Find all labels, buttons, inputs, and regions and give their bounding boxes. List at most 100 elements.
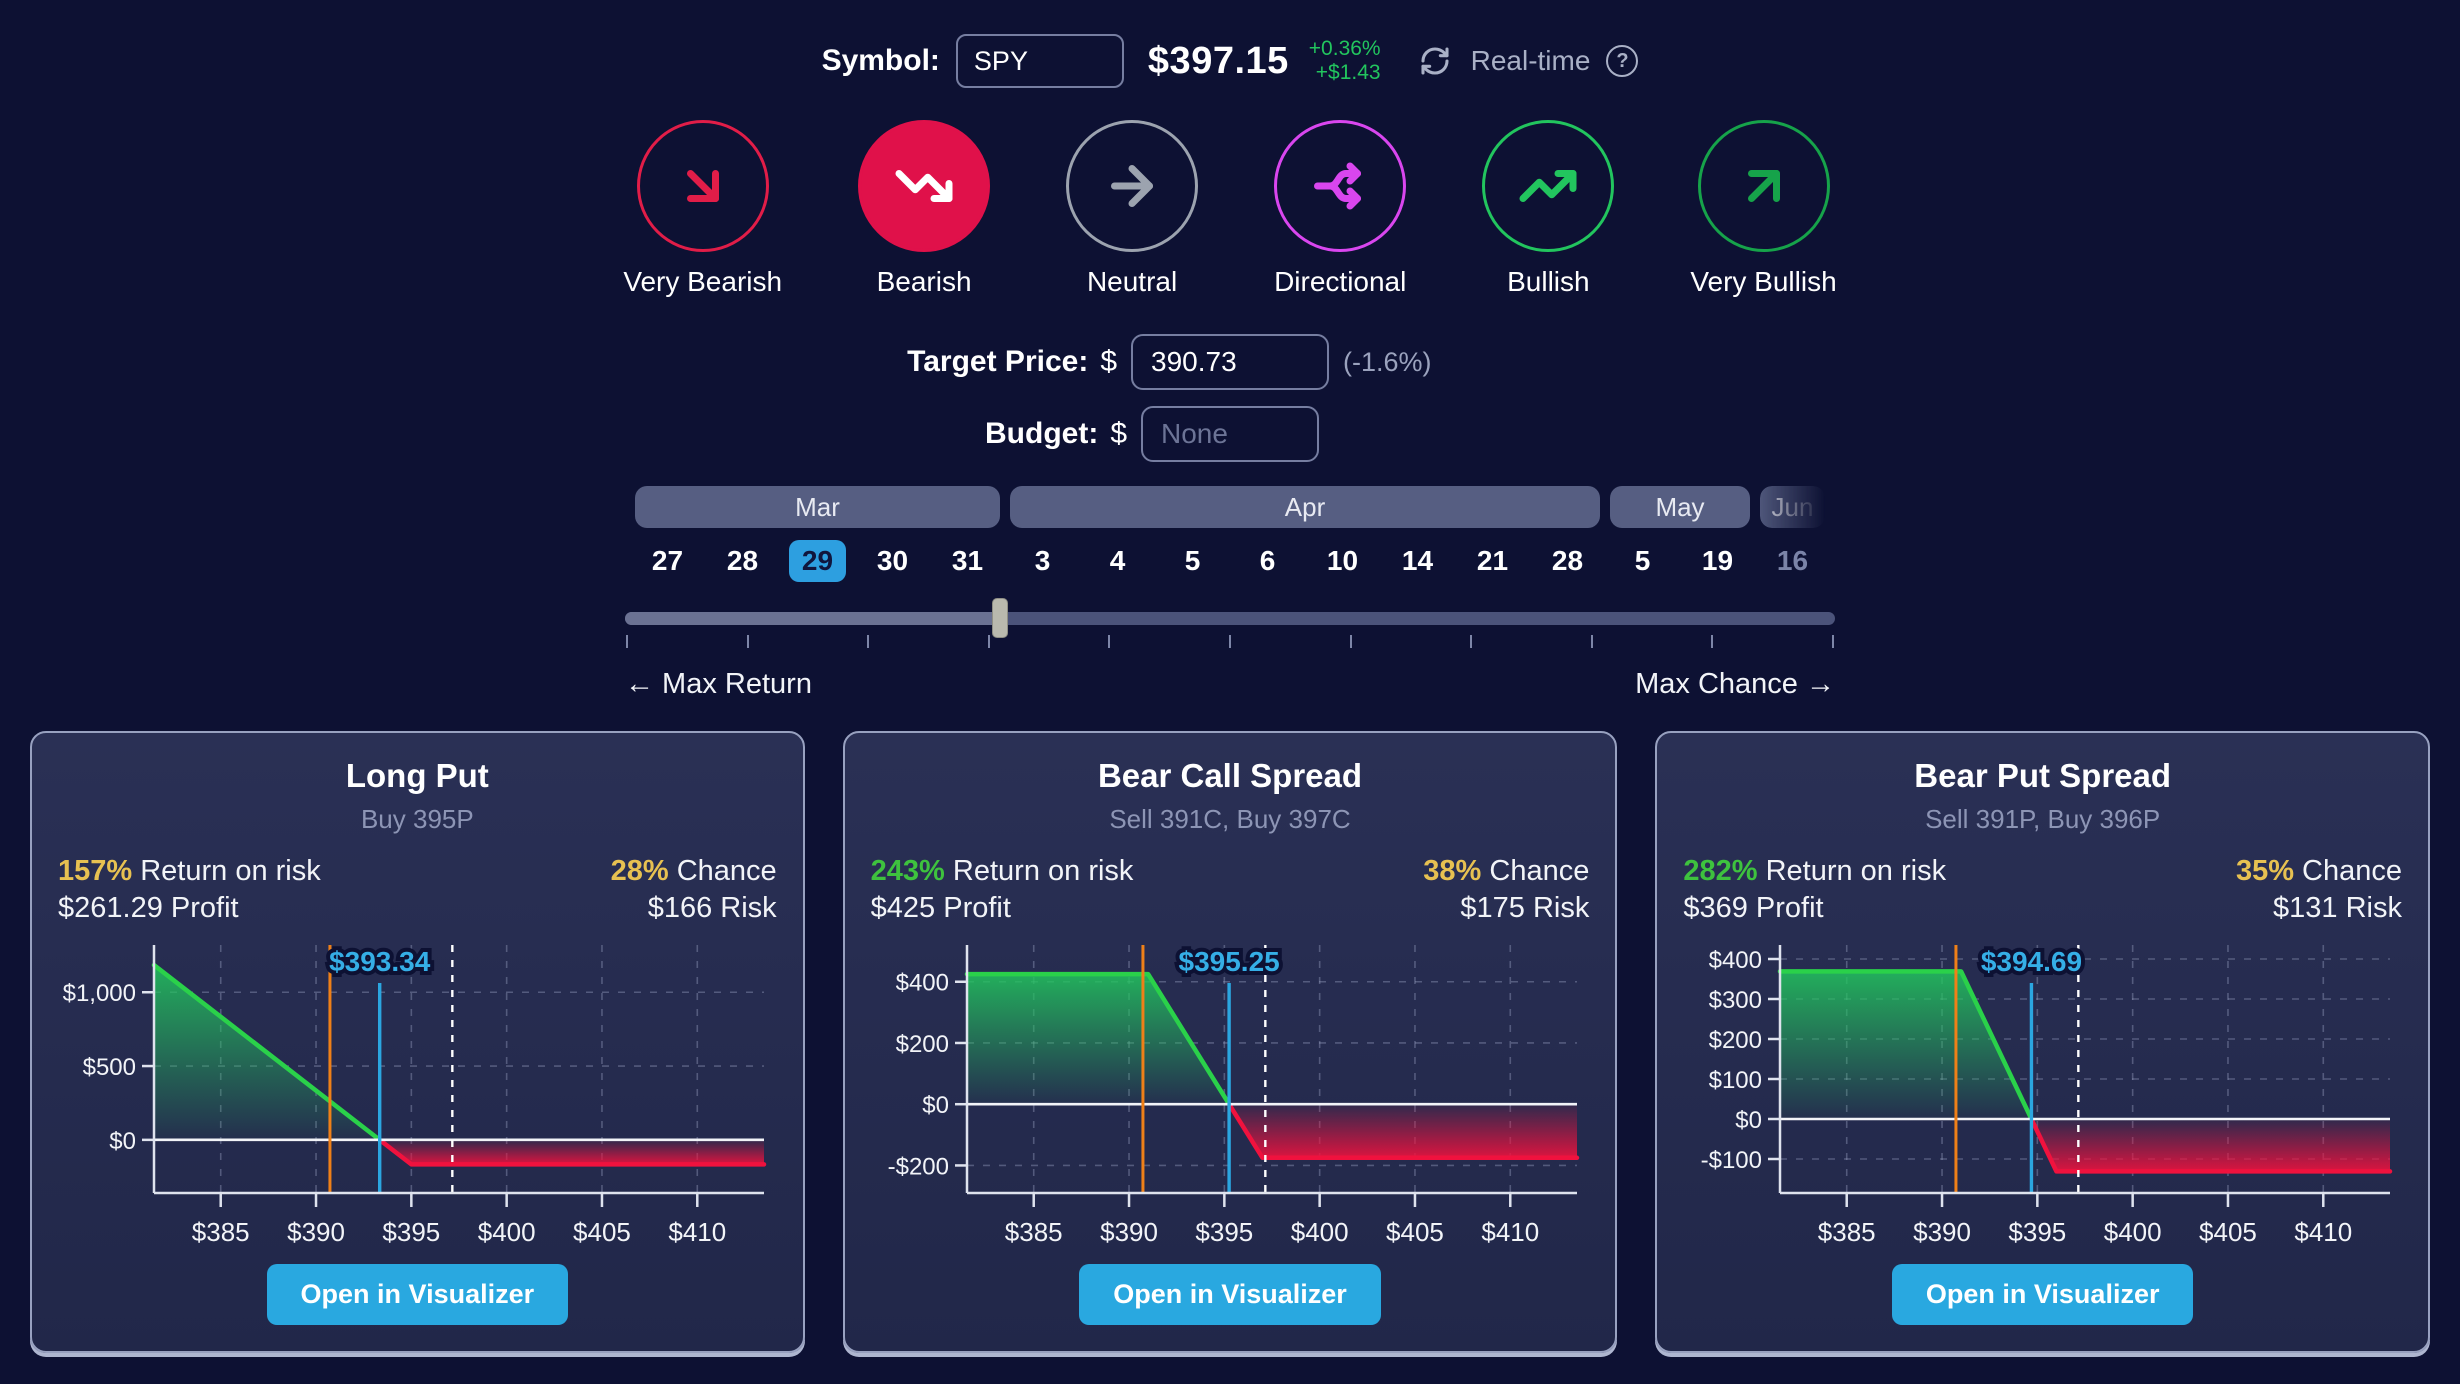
month-mar[interactable]: Mar — [635, 486, 1000, 528]
symbol-input[interactable] — [955, 34, 1124, 88]
chart-wrap: $395.25 $395.25 $400 $200 $0 -$200 $385 $390 $39… — [873, 933, 1587, 1254]
expiry-day-5[interactable]: 5 — [1634, 545, 1651, 576]
sentiment-directional[interactable]: Directional — [1274, 120, 1406, 298]
sentiment-circle[interactable] — [858, 120, 991, 252]
svg-text:$100: $100 — [1708, 1067, 1761, 1094]
sentiment-label: Directional — [1274, 266, 1407, 297]
sentiment-very-bullish[interactable]: Very Bullish — [1690, 120, 1837, 298]
strategy-card-long-put: Long Put Buy 395P 157% Return on risk 28% C… — [30, 731, 805, 1353]
price-change: +0.36% +$1.43 — [1309, 37, 1381, 84]
svg-text:$405: $405 — [2199, 1217, 2257, 1247]
chart-wrap: $394.69 $394.69 $400 $300 $200 $100 $0 -$100 $38… — [1686, 933, 2400, 1254]
strategy-legs: Sell 391P, Buy 396P — [1925, 804, 2161, 834]
svg-text:$395: $395 — [383, 1217, 441, 1247]
svg-text:$400: $400 — [1708, 947, 1761, 974]
sentiment-neutral[interactable]: Neutral — [1066, 120, 1199, 298]
strategy-stats: 282% Return on risk 35% Chance $369 Profit… — [1683, 851, 2402, 925]
return-on-risk: 157% Return on risk — [58, 855, 321, 887]
slider-tick — [867, 635, 870, 648]
svg-text:$300: $300 — [1708, 987, 1761, 1014]
payoff-chart: $394.69$394.69$400$300$200$100$0-$100$38… — [1700, 942, 2392, 1247]
expiry-day-14[interactable]: 14 — [1401, 545, 1434, 576]
month-may[interactable]: May — [1610, 486, 1750, 528]
sentiment-bullish[interactable]: Bullish — [1482, 120, 1615, 298]
target-price-label: Target Price: — [907, 345, 1089, 378]
sentiment-bearish[interactable]: Bearish — [858, 120, 991, 298]
header: Symbol: $397.15 +0.36% +$1.43 Real-time … — [0, 0, 2460, 88]
sentiment-label: Very Bearish — [623, 266, 783, 297]
svg-text:$200: $200 — [1708, 1027, 1761, 1054]
trending-down-icon — [895, 170, 953, 202]
sentiment-circle[interactable] — [636, 120, 769, 252]
sentiment-circle[interactable] — [1697, 120, 1830, 252]
expiry-day-16[interactable]: 16 — [1776, 545, 1809, 576]
sentiment-circle[interactable] — [1066, 120, 1199, 252]
svg-text:-$200: -$200 — [888, 1153, 949, 1180]
sentiment-circle[interactable] — [1482, 120, 1615, 252]
svg-text:-$100: -$100 — [1700, 1147, 1761, 1174]
strategy-legs: Buy 395P — [360, 804, 474, 834]
open-in-visualizer-button[interactable]: Open in Visualizer — [266, 1264, 569, 1325]
expiration-selector: Mar Apr May Jun 27 28 29 30 31 3 4 5 6 10 14 21 28 5 19 16 — [630, 486, 1830, 586]
svg-text:$0: $0 — [1735, 1107, 1762, 1134]
expiry-day-27[interactable]: 27 — [651, 545, 684, 576]
expiry-day-3[interactable]: 3 — [1034, 545, 1051, 576]
svg-text:$400: $400 — [478, 1217, 536, 1247]
strategy-card-bear-call-spread: Bear Call Spread Sell 391C, Buy 397C 243% … — [842, 731, 1618, 1353]
budget-currency: $ — [1110, 417, 1127, 450]
slider-track-filled — [625, 612, 1001, 625]
expiry-day-6[interactable]: 6 — [1259, 545, 1276, 576]
return-on-risk: 243% Return on risk — [870, 855, 1134, 887]
strategy-slider: ← Max Return Max Chance → — [625, 598, 1835, 701]
expiry-day-10[interactable]: 10 — [1326, 545, 1359, 576]
slider-tick — [746, 635, 749, 648]
help-icon[interactable]: ? — [1606, 45, 1639, 77]
svg-text:$395: $395 — [1195, 1217, 1253, 1247]
expiry-day-28[interactable]: 28 — [1551, 545, 1584, 576]
refresh-icon[interactable] — [1419, 45, 1451, 77]
expiry-day-31[interactable]: 31 — [951, 545, 984, 576]
expiry-day-19[interactable]: 19 — [1701, 545, 1734, 576]
trending-up-icon — [1519, 170, 1577, 202]
open-in-visualizer-button[interactable]: Open in Visualizer — [1079, 1264, 1381, 1325]
strategy-title: Bear Put Spread — [1914, 757, 2172, 794]
expiry-day-28[interactable]: 28 — [726, 545, 759, 576]
expiry-day-5[interactable]: 5 — [1184, 545, 1201, 576]
svg-text:$405: $405 — [1386, 1217, 1444, 1247]
chance: 35% Chance — [2235, 855, 2403, 887]
svg-text:$400: $400 — [2103, 1217, 2161, 1247]
sentiment-label: Neutral — [1086, 266, 1178, 297]
month-apr[interactable]: Apr — [1010, 486, 1600, 528]
slider-tick — [1470, 635, 1473, 648]
svg-text:$393.34: $393.34 — [329, 946, 431, 977]
expiry-day-21[interactable]: 21 — [1476, 545, 1509, 576]
expiry-days: 27 28 29 30 31 3 4 5 6 10 14 21 28 5 19 16 — [630, 536, 1830, 586]
expiry-day-4[interactable]: 4 — [1109, 545, 1126, 576]
svg-text:$385: $385 — [192, 1217, 250, 1247]
slider-track[interactable] — [625, 598, 1835, 638]
svg-text:$0: $0 — [922, 1092, 949, 1119]
month-jun[interactable]: Jun — [1760, 486, 1825, 528]
target-price-row: Target Price: $ (-1.6%) — [0, 334, 2460, 390]
symbol-label: Symbol: — [821, 44, 940, 77]
svg-text:$395.25: $395.25 — [1179, 946, 1280, 977]
sentiment-very-bearish[interactable]: Very Bearish — [623, 120, 782, 298]
expiry-day-29-selected[interactable]: 29 — [780, 536, 855, 586]
svg-text:$393.34: $393.34 — [329, 946, 431, 977]
svg-text:$410: $410 — [669, 1217, 727, 1247]
sentiment-circle[interactable] — [1274, 120, 1407, 252]
max-chance-label: Max Chance → — [1635, 668, 1835, 700]
budget-input[interactable] — [1141, 406, 1319, 462]
target-price-input[interactable] — [1131, 334, 1329, 390]
return-on-risk: 282% Return on risk — [1683, 855, 1947, 887]
svg-text:$410: $410 — [1481, 1217, 1539, 1247]
expiry-months: Mar Apr May Jun — [630, 486, 1830, 528]
target-price-pct-note: (-1.6%) — [1343, 346, 1432, 377]
selected-day-chip[interactable]: 29 — [788, 540, 847, 582]
expiry-day-30[interactable]: 30 — [876, 545, 909, 576]
svg-text:$390: $390 — [1913, 1217, 1971, 1247]
open-in-visualizer-button[interactable]: Open in Visualizer — [1891, 1264, 2194, 1325]
svg-text:$200: $200 — [896, 1031, 949, 1058]
slider-thumb[interactable] — [992, 598, 1009, 638]
